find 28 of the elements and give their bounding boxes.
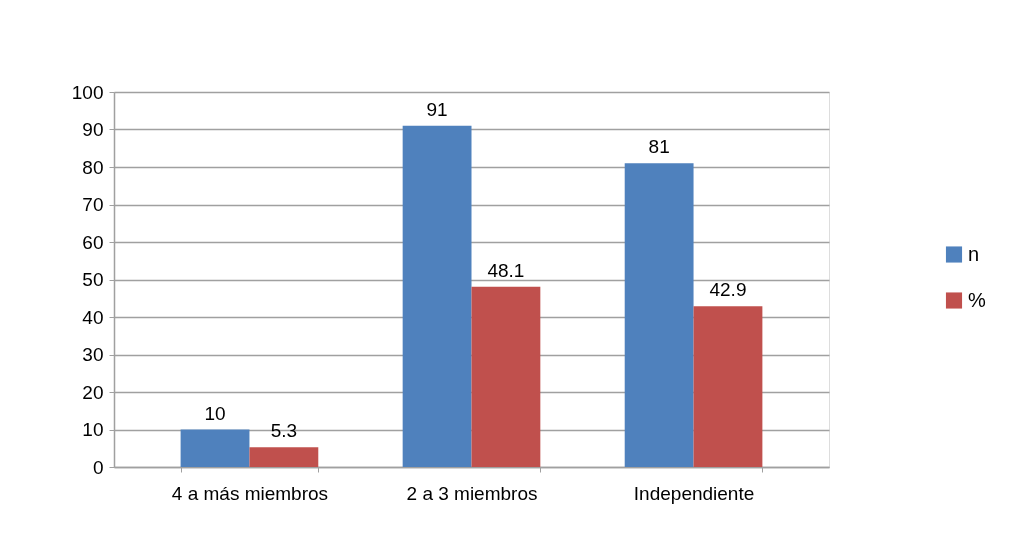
legend-label: n (968, 242, 980, 265)
x-tick-label: 2 a 3 miembros (406, 482, 538, 504)
y-tick-label: 90 (82, 119, 104, 140)
y-tick-label: 20 (82, 381, 104, 403)
bar (693, 306, 763, 467)
bar (624, 163, 694, 467)
bar (249, 447, 319, 467)
data-label: 42.9 (709, 279, 747, 301)
legend-label: % (968, 288, 986, 311)
data-label: 5.3 (270, 420, 298, 442)
y-tick-label: 100 (71, 81, 104, 103)
data-label: 48.1 (487, 259, 525, 281)
y-tick-label: 50 (82, 269, 104, 290)
y-tick-label: 30 (82, 344, 104, 365)
y-tick-label: 0 (92, 456, 104, 478)
y-tick-label: 70 (82, 194, 104, 215)
y-tick-label: 10 (82, 419, 104, 440)
x-tick-label: 4 a más miembros (171, 482, 329, 504)
x-tick-label: Independiente (633, 482, 755, 504)
bar (180, 429, 250, 467)
bar (402, 125, 472, 467)
y-tick-label: 80 (82, 156, 104, 178)
data-label: 10 (204, 402, 226, 424)
data-label: 81 (648, 136, 670, 158)
data-label: 91 (426, 98, 448, 120)
y-tick-label: 40 (82, 306, 104, 328)
bar (471, 286, 541, 467)
y-tick-label: 60 (82, 231, 104, 253)
